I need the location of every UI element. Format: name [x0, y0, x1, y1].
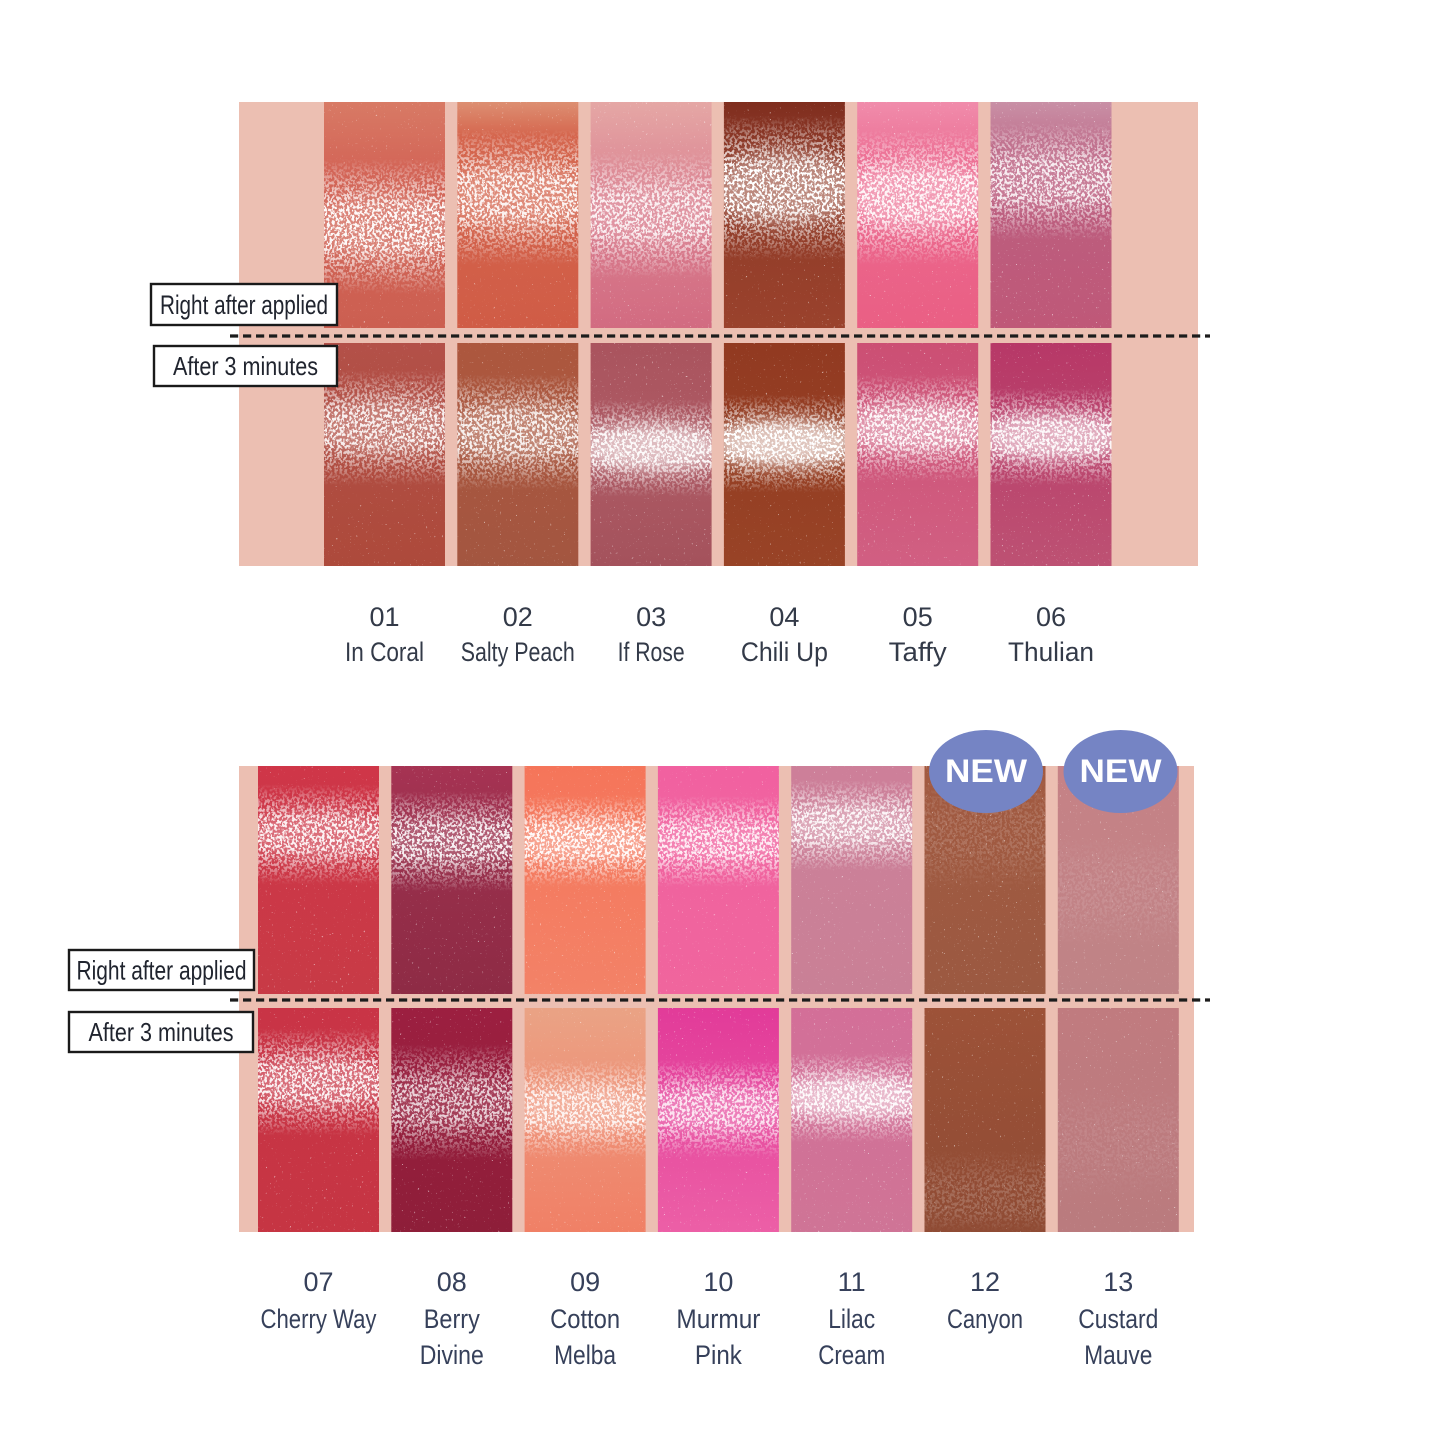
svg-text:07: 07	[303, 1267, 333, 1297]
svg-text:Canyon: Canyon	[947, 1304, 1023, 1334]
svg-text:Cherry Way: Cherry Way	[261, 1304, 377, 1334]
svg-text:Thulian: Thulian	[1008, 637, 1094, 667]
svg-text:Murmur: Murmur	[676, 1304, 760, 1334]
svg-text:11: 11	[838, 1267, 866, 1297]
svg-text:After 3 minutes: After 3 minutes	[173, 351, 318, 381]
svg-text:Berry: Berry	[424, 1304, 480, 1334]
svg-text:03: 03	[636, 602, 666, 632]
svg-text:02: 02	[503, 602, 533, 632]
svg-text:Cotton: Cotton	[550, 1304, 620, 1334]
svg-text:In Coral: In Coral	[345, 637, 424, 667]
svg-text:05: 05	[903, 602, 933, 632]
svg-text:Taffy: Taffy	[889, 637, 948, 667]
svg-text:Pink: Pink	[695, 1340, 742, 1370]
svg-text:Custard: Custard	[1078, 1304, 1158, 1334]
svg-text:10: 10	[703, 1267, 733, 1297]
svg-text:After 3 minutes: After 3 minutes	[89, 1017, 234, 1047]
svg-text:01: 01	[369, 602, 399, 632]
svg-text:Right after applied: Right after applied	[160, 290, 328, 320]
svg-text:NEW: NEW	[1080, 753, 1163, 789]
svg-text:Right after applied: Right after applied	[77, 955, 247, 985]
svg-text:NEW: NEW	[945, 753, 1028, 789]
svg-text:04: 04	[769, 602, 799, 632]
svg-text:Divine: Divine	[420, 1340, 484, 1370]
svg-text:Cream: Cream	[818, 1340, 885, 1370]
svg-text:If Rose: If Rose	[618, 637, 685, 667]
svg-text:08: 08	[437, 1267, 467, 1297]
svg-text:Salty Peach: Salty Peach	[461, 637, 575, 667]
svg-text:09: 09	[570, 1267, 600, 1297]
svg-text:Lilac: Lilac	[828, 1304, 875, 1334]
svg-text:Chili Up: Chili Up	[741, 637, 828, 667]
svg-text:13: 13	[1103, 1267, 1133, 1297]
svg-text:Mauve: Mauve	[1084, 1340, 1152, 1370]
svg-text:06: 06	[1036, 602, 1066, 632]
svg-text:12: 12	[970, 1267, 1000, 1297]
svg-text:Melba: Melba	[554, 1340, 617, 1370]
